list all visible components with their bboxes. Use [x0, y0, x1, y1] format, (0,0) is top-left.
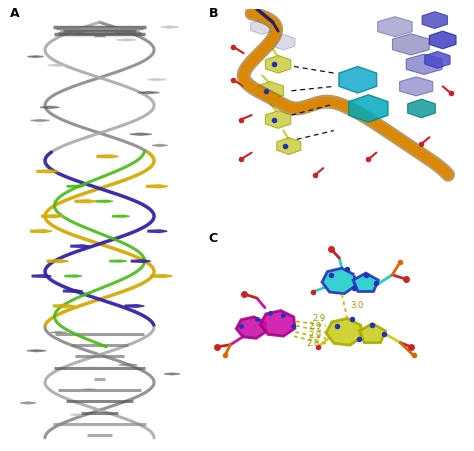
Polygon shape — [236, 317, 266, 338]
Polygon shape — [151, 275, 173, 277]
Polygon shape — [130, 133, 152, 135]
Text: 3.0: 3.0 — [350, 301, 363, 310]
Polygon shape — [161, 26, 179, 28]
Polygon shape — [27, 56, 44, 57]
Text: 2.9: 2.9 — [313, 314, 326, 323]
Polygon shape — [42, 215, 63, 218]
Polygon shape — [96, 200, 113, 202]
Polygon shape — [251, 19, 273, 34]
Polygon shape — [131, 260, 151, 262]
Polygon shape — [392, 34, 429, 55]
Text: 2.9: 2.9 — [309, 322, 322, 331]
Polygon shape — [339, 66, 377, 93]
Polygon shape — [326, 318, 362, 345]
Polygon shape — [109, 260, 127, 262]
Text: A: A — [9, 7, 19, 20]
Polygon shape — [40, 106, 60, 108]
Polygon shape — [37, 170, 58, 173]
Polygon shape — [260, 311, 295, 336]
Polygon shape — [112, 215, 129, 217]
Polygon shape — [265, 55, 291, 73]
Polygon shape — [97, 155, 118, 158]
Polygon shape — [82, 388, 96, 391]
Polygon shape — [164, 373, 180, 375]
Polygon shape — [20, 402, 36, 404]
Text: B: B — [209, 7, 218, 20]
Polygon shape — [71, 245, 90, 248]
Text: C: C — [209, 232, 218, 245]
Polygon shape — [147, 79, 166, 80]
Polygon shape — [30, 120, 49, 121]
Polygon shape — [359, 323, 385, 343]
Text: 2.9: 2.9 — [309, 331, 322, 340]
Text: 2.8: 2.8 — [306, 339, 319, 348]
Polygon shape — [65, 275, 82, 277]
Polygon shape — [125, 305, 145, 307]
Polygon shape — [277, 138, 301, 154]
Polygon shape — [148, 230, 167, 232]
Polygon shape — [27, 350, 46, 352]
Polygon shape — [257, 82, 283, 100]
Polygon shape — [378, 17, 412, 37]
Polygon shape — [118, 364, 137, 366]
Polygon shape — [152, 144, 167, 146]
Polygon shape — [322, 268, 355, 294]
Polygon shape — [67, 185, 84, 187]
Polygon shape — [50, 331, 67, 333]
Polygon shape — [265, 110, 291, 129]
Polygon shape — [64, 290, 83, 292]
Polygon shape — [272, 34, 295, 50]
Polygon shape — [32, 275, 52, 277]
Polygon shape — [146, 185, 168, 188]
Polygon shape — [54, 304, 75, 308]
Polygon shape — [400, 77, 433, 96]
Polygon shape — [353, 273, 378, 291]
Polygon shape — [30, 230, 52, 233]
Polygon shape — [406, 54, 442, 74]
Polygon shape — [47, 64, 69, 66]
Polygon shape — [70, 414, 83, 415]
Polygon shape — [429, 31, 456, 49]
Polygon shape — [75, 200, 97, 202]
Polygon shape — [116, 39, 136, 41]
Polygon shape — [349, 95, 388, 122]
Polygon shape — [138, 92, 159, 94]
Polygon shape — [47, 260, 69, 262]
Polygon shape — [425, 51, 450, 68]
Polygon shape — [422, 12, 447, 28]
Polygon shape — [408, 99, 435, 118]
